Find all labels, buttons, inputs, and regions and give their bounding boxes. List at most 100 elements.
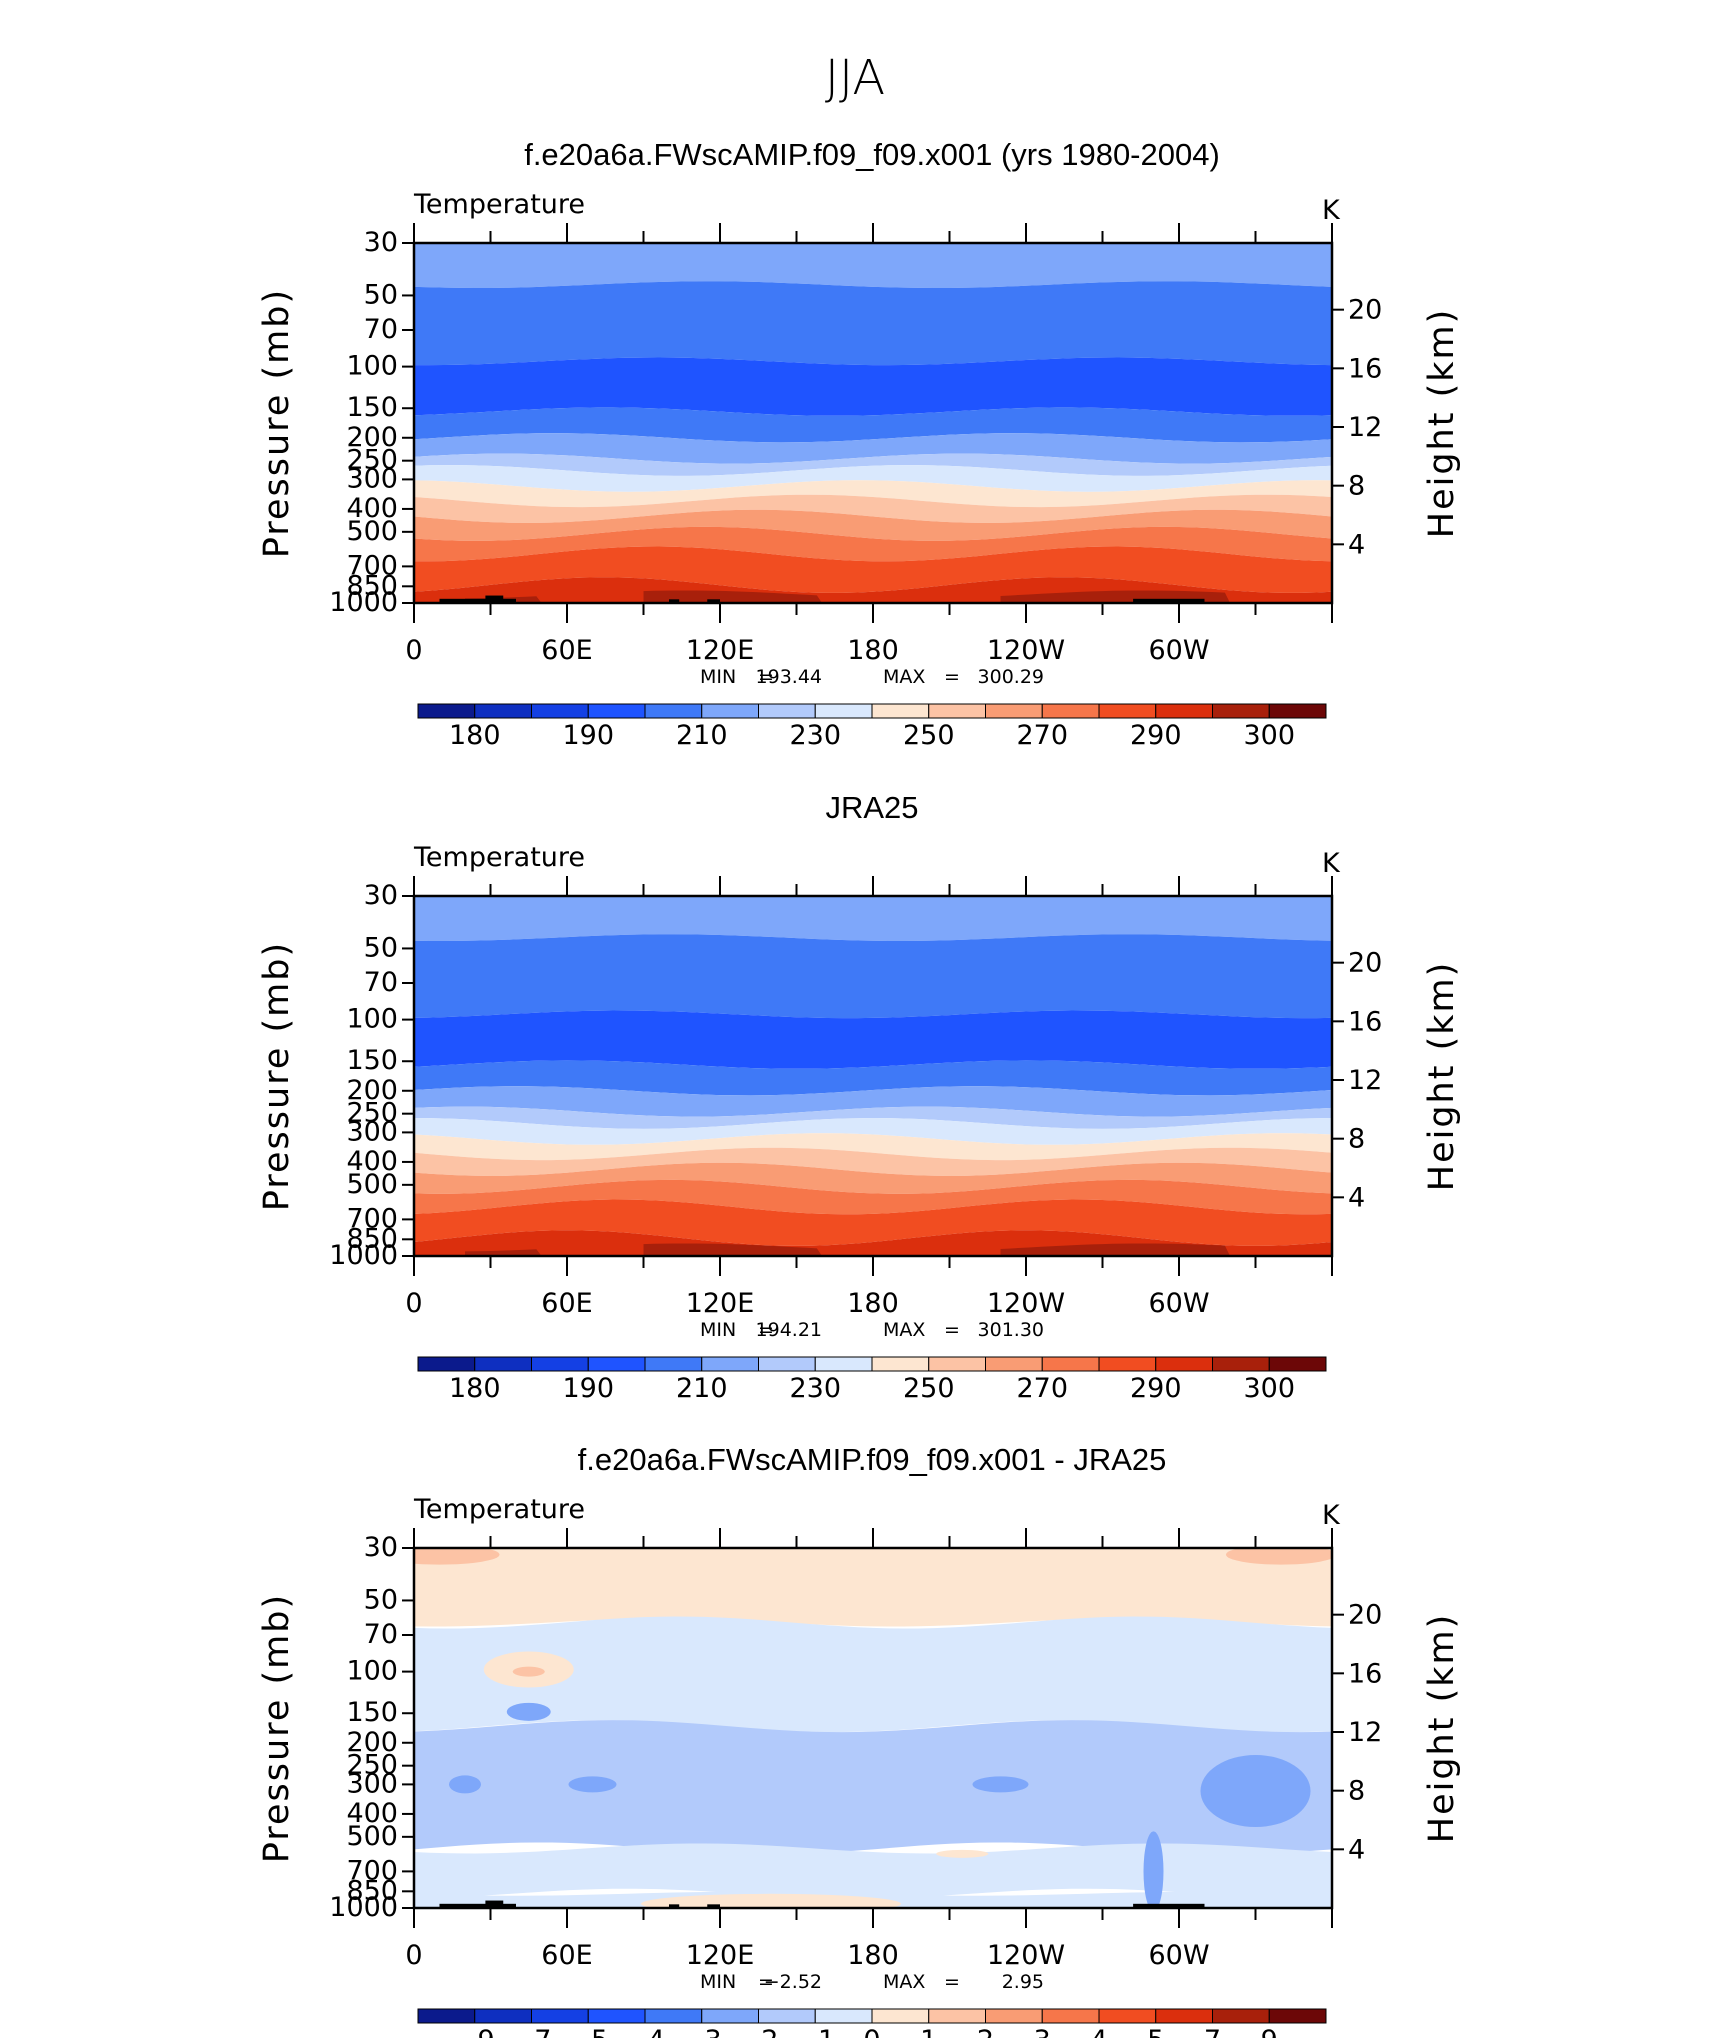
pressure-tick-label: 70 [364, 1619, 398, 1650]
colorbar-label: 230 [789, 720, 841, 751]
units-label: K [1322, 848, 1341, 879]
colorbar-box [644, 2008, 703, 2024]
contour-band [414, 1060, 1332, 1096]
contour-anomaly [641, 1893, 901, 1908]
colorbar-label: −3 [682, 2025, 722, 2038]
lon-tick-label: 0 [405, 635, 422, 666]
min-equals: = [758, 666, 774, 688]
lon-tick-label: 60W [1148, 1940, 1209, 1971]
pressure-tick-label: 300 [346, 1116, 398, 1147]
pressure-tick-label: 50 [364, 1584, 398, 1615]
colorbar-label: 5 [1147, 2025, 1164, 2038]
colorbar-box [985, 703, 1043, 719]
lon-tick-label: 60W [1148, 635, 1209, 666]
contour-band [414, 1010, 1332, 1069]
colorbar-label: 210 [676, 720, 728, 751]
pressure-tick-label: 50 [364, 279, 398, 310]
colorbar-box [531, 2008, 589, 2024]
contour-band [414, 1118, 1332, 1145]
contour-band [465, 1249, 542, 1256]
height-tick-label: 12 [1348, 1717, 1382, 1748]
min-value: 194.21 [756, 1319, 822, 1341]
contour-band [414, 357, 1332, 416]
pressure-tick-label: 70 [364, 314, 398, 345]
lon-tick-label: 120W [987, 1288, 1065, 1319]
colorbar-label: 300 [1243, 1373, 1295, 1404]
topography-mask [707, 599, 720, 603]
contour-band [414, 453, 1332, 476]
topography-mask [485, 595, 504, 603]
lon-tick-label: 180 [847, 1288, 899, 1319]
contour-band [414, 494, 1332, 523]
contour-anomaly [568, 1776, 617, 1793]
height-tick-label: 20 [1348, 1600, 1382, 1631]
variable-label: Temperature [413, 189, 585, 220]
height-tick-label: 12 [1348, 1065, 1382, 1096]
lon-tick-label: 120E [686, 1288, 755, 1319]
colorbar-box [1212, 1356, 1270, 1372]
colorbar-box [1098, 703, 1157, 719]
colorbar-box [474, 1356, 532, 1372]
height-tick-label: 8 [1348, 471, 1365, 502]
pressure-tick-label: 850 [346, 1223, 398, 1254]
pressure-tick-label: 200 [346, 1075, 398, 1106]
colorbar-box [928, 703, 986, 719]
colorbar-label: −2 [739, 2025, 779, 2038]
colorbar-box [928, 1356, 986, 1372]
colorbar-box [1212, 2008, 1270, 2024]
height-tick-label: 4 [1348, 529, 1365, 560]
max-label: MAX [883, 1319, 925, 1341]
pressure-tick-label: 700 [346, 550, 398, 581]
y-axis-label-height: Height (km) [1422, 1613, 1462, 1844]
colorbar-box [758, 703, 816, 719]
pressure-tick-label: 850 [346, 570, 398, 601]
contour-band [414, 934, 1332, 1019]
min-label: MIN [700, 1319, 736, 1341]
colorbar-box [1098, 1356, 1157, 1372]
colorbar-label: 210 [676, 1373, 728, 1404]
contour-band [414, 1086, 1332, 1117]
colorbar-box [587, 1356, 646, 1372]
contour-band [414, 1616, 1332, 1733]
colorbar-box [644, 1356, 703, 1372]
panels: 3050701001502002503004005007008501000201… [257, 137, 1462, 2038]
contour-anomaly [1226, 1548, 1332, 1565]
lon-tick-label: 60E [541, 635, 592, 666]
topography-mask [1133, 598, 1205, 603]
pressure-tick-label: 30 [364, 227, 398, 258]
colorbar-label: 270 [1016, 720, 1068, 751]
height-tick-label: 16 [1348, 1006, 1382, 1037]
colorbar-box [417, 703, 476, 719]
topography-mask [669, 1904, 680, 1908]
max-value: 2.95 [1002, 1971, 1044, 1993]
contour-anomaly [1143, 1831, 1164, 1908]
max-value: 300.29 [978, 666, 1044, 688]
lon-tick-label: 60E [541, 1940, 592, 1971]
lon-tick-label: 120W [987, 1940, 1065, 1971]
lon-tick-label: 0 [405, 1288, 422, 1319]
colorbar-box [1155, 2008, 1213, 2024]
y-axis-label-pressure: Pressure (mb) [257, 288, 297, 558]
contour-fill-group [414, 243, 1332, 603]
colorbar-box [531, 1356, 589, 1372]
pressure-tick-label: 30 [364, 1532, 398, 1563]
min-equals: = [758, 1971, 774, 1993]
colorbar-box [758, 1356, 816, 1372]
colorbar-label: 2 [977, 2025, 994, 2038]
contour-band [414, 1199, 1332, 1246]
contour-band [414, 1843, 1332, 1899]
colorbar-label: −5 [568, 2025, 608, 2038]
colorbar-label: 0 [863, 2025, 880, 2038]
pressure-tick-label: 300 [346, 463, 398, 494]
contour-fill-group [414, 1548, 1332, 1908]
pressure-tick-label: 150 [346, 1045, 398, 1076]
colorbar-box [417, 2008, 476, 2024]
colorbar-box [985, 1356, 1043, 1372]
contour-band [414, 1548, 1332, 1627]
units-label: K [1322, 195, 1341, 226]
lon-tick-label: 0 [405, 1940, 422, 1971]
pressure-tick-label: 100 [346, 1656, 398, 1687]
units-label: K [1322, 1500, 1341, 1531]
contour-band [414, 1133, 1332, 1161]
colorbar-label: −1 [795, 2025, 835, 2038]
